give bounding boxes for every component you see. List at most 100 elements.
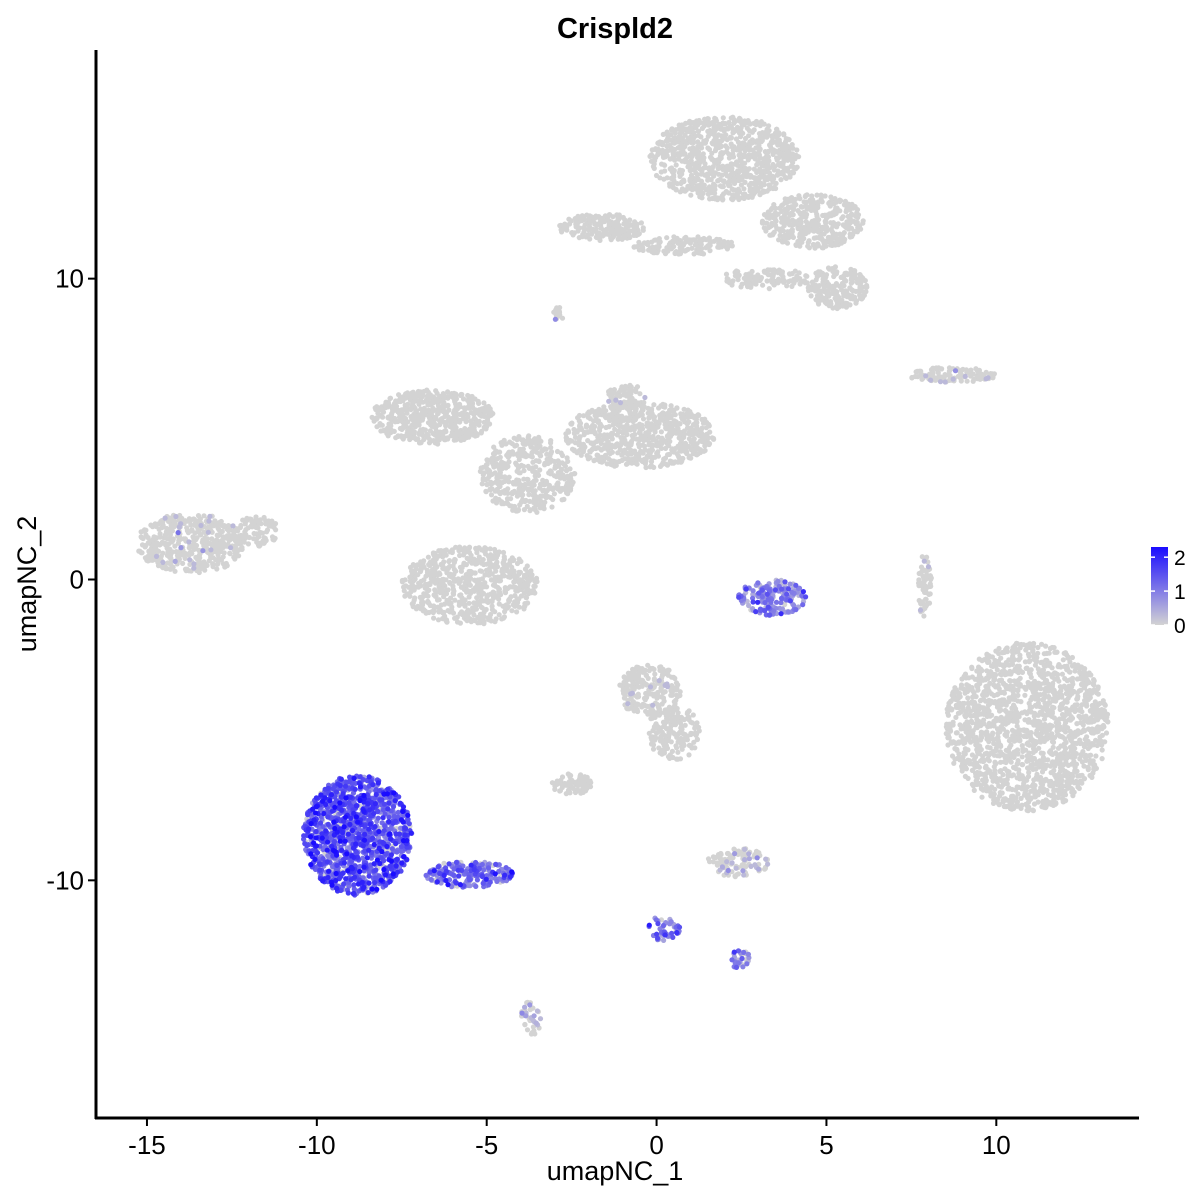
cell-point (726, 155, 733, 161)
cell-point (518, 499, 525, 505)
cell-point (483, 546, 489, 552)
cell-point (497, 449, 503, 455)
cell-point (376, 405, 382, 411)
cell-point (721, 121, 727, 127)
cell-point (771, 270, 777, 276)
cell-point (437, 430, 443, 436)
cell-point (832, 196, 838, 202)
cell-point (201, 559, 207, 565)
cell-point (645, 239, 651, 246)
cell-point (482, 572, 488, 578)
cell-point (544, 488, 550, 494)
cell-point (469, 403, 475, 409)
cell-point (545, 460, 551, 467)
cell-point (425, 402, 431, 408)
cell-point (194, 556, 201, 563)
cell-point (702, 447, 708, 454)
cell-point (508, 558, 514, 564)
cell-point (530, 459, 536, 465)
cell-point (771, 149, 777, 155)
cell-point (834, 208, 841, 214)
cell-point (420, 560, 426, 566)
cell-point (764, 159, 770, 165)
cell-point (627, 234, 633, 241)
cell-point (670, 238, 676, 244)
cell-point (822, 238, 828, 244)
cell-point (190, 534, 196, 540)
cell-point (483, 606, 489, 613)
cell-point (723, 271, 730, 277)
cell-point (498, 440, 504, 446)
cell-point (395, 398, 402, 404)
cell-point (564, 455, 570, 461)
cell-point (462, 611, 469, 617)
cell-point (499, 466, 505, 472)
cell-point (731, 120, 737, 126)
cell-point (676, 421, 683, 427)
cell-point (587, 236, 593, 242)
cell-point (570, 232, 576, 238)
cell-point (668, 145, 675, 151)
cell-point (529, 575, 535, 582)
cell-point (643, 458, 649, 464)
cell-point (759, 163, 765, 169)
cell-point (607, 434, 613, 440)
cell-point (757, 123, 763, 129)
cell-point (678, 437, 685, 443)
cell-point (427, 436, 433, 442)
cell-point (399, 411, 405, 417)
cell-point (442, 566, 448, 572)
cell-point (745, 282, 751, 289)
cell-point (538, 505, 545, 511)
cell-point (616, 212, 622, 218)
cell-point (935, 370, 941, 376)
cell-point (754, 162, 760, 168)
cell-point (425, 599, 431, 606)
cell-point (172, 543, 178, 549)
cell-point (830, 235, 836, 241)
cell-point (492, 488, 498, 494)
cell-point (443, 422, 449, 428)
cell-point (525, 486, 531, 492)
cell-point (449, 394, 455, 400)
cell-point (484, 481, 490, 487)
cell-point (488, 492, 495, 498)
cell-point (413, 566, 419, 572)
cell-point (533, 477, 539, 483)
cell-point (163, 531, 169, 537)
cell-point (420, 392, 426, 398)
cell-point (199, 539, 205, 545)
cell-point (706, 189, 712, 196)
cell-point (559, 497, 565, 503)
cell-point (786, 271, 793, 277)
cell-point (505, 454, 511, 460)
cell-point (649, 411, 655, 417)
cell-point (921, 587, 927, 593)
cell-point (432, 563, 438, 569)
cell-point (830, 220, 837, 226)
cell-point (243, 527, 249, 533)
cell-point (452, 411, 458, 417)
cell-point (606, 391, 612, 397)
cell-point (738, 182, 745, 188)
cell-point (603, 424, 609, 431)
cell-point (726, 119, 732, 126)
cell-point (386, 414, 392, 420)
cell-point (259, 530, 266, 536)
cell-point (637, 451, 643, 457)
cell-point (520, 492, 526, 498)
cell-point (651, 402, 657, 408)
cell-point (667, 458, 673, 464)
cell-point (380, 428, 386, 434)
cell-point (932, 376, 938, 382)
cell-point (675, 426, 681, 432)
cell-point (462, 426, 468, 432)
cell-point (441, 393, 447, 399)
cell-point (521, 463, 527, 469)
cell-point (826, 281, 832, 288)
cell-point (847, 285, 853, 291)
cell-point (757, 192, 763, 198)
cell-point (698, 171, 705, 177)
cell-point (436, 605, 442, 611)
cell-point (469, 609, 475, 615)
